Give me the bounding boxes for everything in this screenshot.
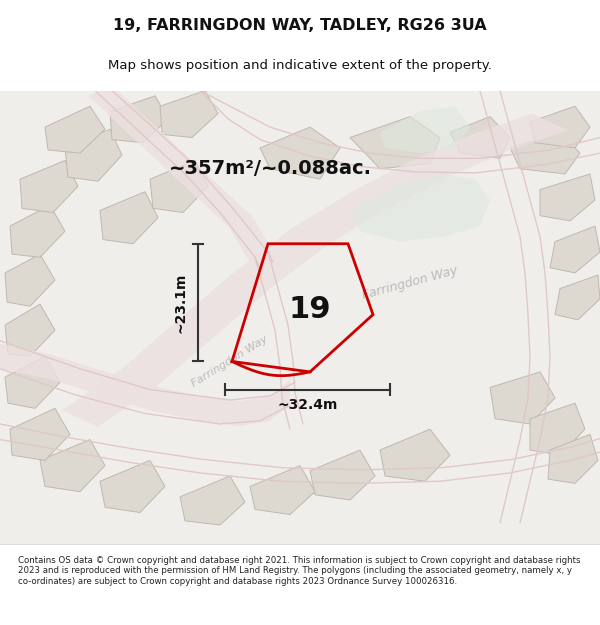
Text: 19: 19 [289,295,331,324]
Polygon shape [260,127,340,179]
Polygon shape [5,254,55,306]
Text: 19, FARRINGDON WAY, TADLEY, RG26 3UA: 19, FARRINGDON WAY, TADLEY, RG26 3UA [113,18,487,33]
Polygon shape [490,372,555,424]
Text: ~23.1m: ~23.1m [173,272,187,332]
Polygon shape [350,117,440,169]
Text: Farringdon Way: Farringdon Way [190,334,270,389]
Text: ~32.4m: ~32.4m [277,398,338,412]
Polygon shape [150,161,208,212]
Polygon shape [510,132,580,174]
Polygon shape [450,117,510,158]
Polygon shape [20,161,78,212]
Polygon shape [380,429,450,481]
Polygon shape [540,174,595,221]
Polygon shape [110,96,168,142]
Polygon shape [160,91,218,138]
Polygon shape [530,403,585,455]
Polygon shape [45,106,105,153]
Polygon shape [380,106,470,153]
Polygon shape [0,344,290,426]
Polygon shape [550,226,600,273]
Text: Farringdon Way: Farringdon Way [361,264,459,302]
Polygon shape [100,192,158,244]
Polygon shape [88,86,277,268]
Polygon shape [548,434,598,483]
Polygon shape [10,408,70,461]
Text: Map shows position and indicative extent of the property.: Map shows position and indicative extent… [108,59,492,72]
Text: Contains OS data © Crown copyright and database right 2021. This information is : Contains OS data © Crown copyright and d… [18,556,581,586]
Polygon shape [62,114,568,427]
Polygon shape [5,356,60,408]
Polygon shape [10,205,65,258]
Polygon shape [180,476,245,525]
Polygon shape [40,439,105,492]
Polygon shape [65,129,122,181]
Polygon shape [350,174,490,242]
Polygon shape [100,461,165,512]
Polygon shape [250,466,315,514]
Polygon shape [530,106,590,148]
Polygon shape [310,450,375,500]
Polygon shape [555,275,600,320]
Text: ~357m²/~0.088ac.: ~357m²/~0.088ac. [169,159,371,178]
Polygon shape [5,304,55,356]
